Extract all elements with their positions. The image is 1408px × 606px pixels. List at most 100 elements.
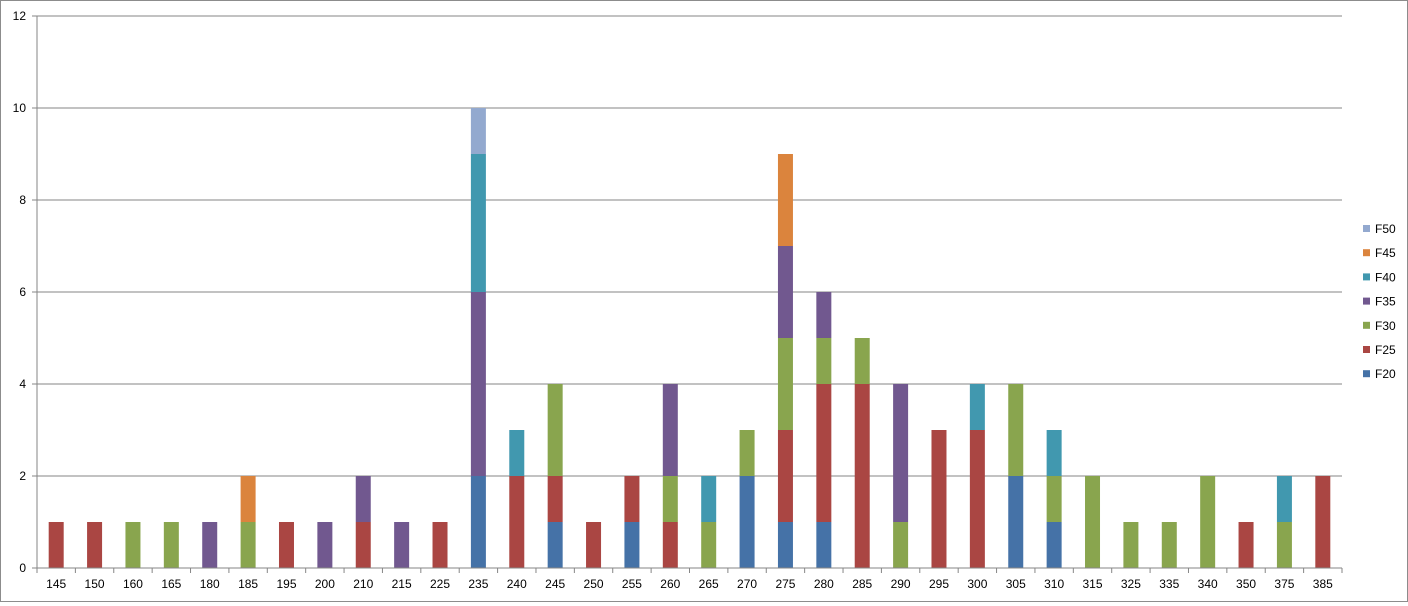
x-tick-label: 260 <box>660 577 680 591</box>
bar-f30-185 <box>240 522 256 568</box>
x-tick-label: 235 <box>468 577 488 591</box>
bar-f30-245 <box>547 384 563 476</box>
x-tick-label: 185 <box>238 577 258 591</box>
legend-swatch-f40 <box>1363 273 1370 281</box>
legend-swatch-f35 <box>1363 297 1370 305</box>
legend-label-f20: F20 <box>1375 367 1396 381</box>
x-tick-label: 225 <box>430 577 450 591</box>
bar-f40-300 <box>969 384 985 430</box>
bar-f25-240 <box>509 476 525 568</box>
bar-f30-275 <box>777 338 793 430</box>
x-tick-label: 255 <box>622 577 642 591</box>
bar-f45-185 <box>240 476 256 522</box>
bar-f30-160 <box>125 522 141 568</box>
gridlines <box>37 15 1342 477</box>
x-tick-label: 200 <box>315 577 335 591</box>
bar-f25-210 <box>355 522 371 568</box>
x-tick-label: 280 <box>814 577 834 591</box>
x-tick-label: 340 <box>1198 577 1218 591</box>
bar-f30-285 <box>854 338 870 384</box>
bar-f30-165 <box>163 522 179 568</box>
legend-swatch-f45 <box>1363 249 1370 257</box>
bar-f30-280 <box>816 338 832 384</box>
bar-f35-275 <box>777 246 793 338</box>
legend-swatch-f20 <box>1363 370 1370 378</box>
axes <box>32 15 1343 573</box>
x-tick-label: 310 <box>1044 577 1064 591</box>
bar-f20-275 <box>777 522 793 568</box>
bar-f25-295 <box>931 430 947 568</box>
bar-f30-305 <box>1008 384 1024 476</box>
bar-f30-310 <box>1046 476 1062 522</box>
legend-swatch-f50 <box>1363 225 1370 232</box>
x-tick-label: 270 <box>737 577 757 591</box>
x-tick-label: 165 <box>161 577 181 591</box>
bar-f35-290 <box>893 384 909 522</box>
x-tick-label: 210 <box>353 577 373 591</box>
bar-f35-235 <box>470 292 486 476</box>
bar-f25-255 <box>624 476 640 522</box>
x-tick-label: 150 <box>85 577 105 591</box>
legend-swatch-f30 <box>1363 321 1370 329</box>
x-tick-label: 195 <box>276 577 296 591</box>
bar-f40-265 <box>701 476 717 522</box>
bar-f40-375 <box>1276 476 1292 522</box>
bar-f25-245 <box>547 476 563 522</box>
bar-f30-340 <box>1200 476 1216 568</box>
x-tick-label: 295 <box>929 577 949 591</box>
bars <box>48 108 1331 568</box>
y-tick-label: 6 <box>19 285 26 299</box>
bar-f25-150 <box>87 522 103 568</box>
bar-f25-260 <box>662 522 678 568</box>
x-tick-label: 275 <box>775 577 795 591</box>
bar-f20-255 <box>624 522 640 568</box>
bar-f30-290 <box>893 522 909 568</box>
x-tick-labels: 145 150 160 165 180 185 195 200 210 215 225 235 240 2… <box>46 577 1333 591</box>
bar-f25-250 <box>586 522 602 568</box>
bar-f20-280 <box>816 522 832 568</box>
x-tick-label: 305 <box>1006 577 1026 591</box>
bar-f30-260 <box>662 476 678 522</box>
bar-f20-310 <box>1046 522 1062 568</box>
legend-label-f45: F45 <box>1375 246 1396 260</box>
bar-f35-210 <box>355 476 371 522</box>
bar-f30-375 <box>1276 522 1292 568</box>
bar-f25-275 <box>777 430 793 522</box>
x-tick-label: 325 <box>1121 577 1141 591</box>
bar-f25-285 <box>854 384 870 568</box>
bar-f30-315 <box>1085 476 1101 568</box>
bar-f25-385 <box>1315 476 1331 568</box>
x-tick-label: 215 <box>392 577 412 591</box>
bar-f25-195 <box>278 522 294 568</box>
bar-f50-235 <box>470 108 486 154</box>
legend-label-f30: F30 <box>1375 319 1396 333</box>
bar-f35-200 <box>317 522 333 568</box>
bar-f45-275 <box>777 154 793 246</box>
legend-swatch-f25 <box>1363 346 1370 353</box>
bar-f30-270 <box>739 430 755 476</box>
y-tick-label: 2 <box>19 469 26 483</box>
x-tick-label: 160 <box>123 577 143 591</box>
x-tick-label: 290 <box>891 577 911 591</box>
legend-label-f25: F25 <box>1375 343 1396 357</box>
bar-f35-215 <box>394 522 410 568</box>
x-tick-label: 245 <box>545 577 565 591</box>
bar-f35-280 <box>816 292 832 338</box>
bar-f25-145 <box>48 522 64 568</box>
x-tick-label: 385 <box>1313 577 1333 591</box>
bar-f20-245 <box>547 522 563 568</box>
bar-f30-335 <box>1161 522 1177 568</box>
bar-f20-305 <box>1008 476 1024 568</box>
x-tick-label: 250 <box>584 577 604 591</box>
legend: F50 F45 F40 F35 F30 F25 F20 <box>1363 222 1396 381</box>
x-tick-label: 350 <box>1236 577 1256 591</box>
y-tick-labels: 0 2 4 6 8 10 12 <box>13 9 27 575</box>
bar-f25-280 <box>816 384 832 522</box>
y-tick-label: 0 <box>19 561 26 575</box>
legend-label-f35: F35 <box>1375 295 1396 309</box>
bar-f40-235 <box>470 154 486 292</box>
x-tick-label: 315 <box>1082 577 1102 591</box>
y-tick-label: 12 <box>13 9 27 23</box>
y-tick-label: 8 <box>19 193 26 207</box>
x-tick-label: 180 <box>200 577 220 591</box>
